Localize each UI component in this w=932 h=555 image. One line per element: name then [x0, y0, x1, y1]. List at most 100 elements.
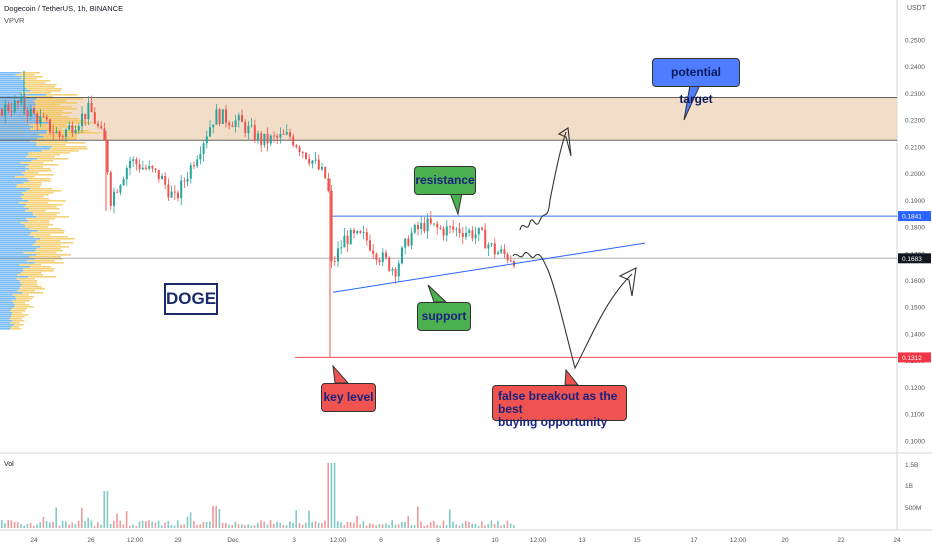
vpvr-bar-up	[0, 216, 37, 218]
vpvr-bar-down	[28, 276, 57, 278]
vpvr-bar-down	[43, 136, 77, 138]
volume-bar	[244, 525, 246, 528]
candle-body	[260, 133, 263, 145]
candle-body	[93, 112, 96, 124]
volume-bar	[365, 525, 368, 528]
volume-label[interactable]: Vol	[4, 461, 14, 468]
vpvr-bar-up	[0, 168, 30, 170]
volume-bar	[314, 521, 317, 528]
vpvr-bar-down	[28, 154, 61, 156]
vpvr-bar-up	[0, 280, 20, 282]
vpvr-bar-down	[20, 196, 44, 198]
volume-bar	[477, 525, 480, 528]
vpvr-bar-down	[36, 254, 71, 256]
resistance-pointer	[449, 192, 463, 216]
vpvr-bar-down	[11, 316, 25, 318]
candle-body	[13, 100, 16, 112]
time-tick-label: 6	[379, 537, 383, 544]
vpvr-bar-up	[0, 282, 21, 284]
vpvr-bar-down	[28, 164, 59, 166]
vpvr-bar-down	[20, 222, 50, 224]
volume-bar	[237, 524, 240, 528]
candle-body	[148, 166, 151, 169]
vpvr-bar-down	[22, 292, 44, 294]
volume-bar	[474, 523, 477, 528]
candle-body	[170, 191, 173, 198]
vpvr-bar-up	[0, 240, 36, 242]
vpvr-bar-down	[10, 328, 22, 330]
vpvr-bar-down	[11, 308, 27, 310]
candle-body	[394, 269, 397, 277]
vpvr-bar-down	[35, 242, 74, 244]
price-tick-label: 0.1000	[905, 438, 925, 445]
candle-body	[420, 222, 423, 230]
candle-body	[362, 232, 365, 233]
vpvr-bar-down	[32, 106, 72, 108]
vpvr-bar-up	[0, 230, 38, 232]
candle-body	[423, 222, 426, 232]
vpvr-bar-up	[0, 256, 30, 258]
time-tick-label: 12:00	[330, 537, 347, 544]
volume-bar	[394, 524, 397, 528]
vpvr-bar-down	[36, 216, 70, 218]
volume-bar	[449, 509, 451, 528]
candle-body	[196, 159, 199, 167]
candle-body	[346, 235, 349, 245]
vpvr-bar-up	[0, 86, 25, 88]
vpvr-bar-down	[37, 230, 65, 232]
candle-body	[132, 159, 135, 161]
volume-bar	[420, 521, 422, 528]
vpvr-bar-down	[22, 198, 49, 200]
vpvr-bar-down	[10, 310, 26, 312]
vpvr-bar-down	[29, 188, 53, 190]
symbol-title[interactable]: Dogecoin / TetherUS, 1h, BINANCE	[4, 4, 124, 13]
volume-bar	[109, 523, 112, 528]
candle-body	[359, 231, 362, 233]
vpvr-bar-up	[0, 76, 22, 78]
vpvr-bar-up	[0, 90, 31, 92]
candle-body	[29, 108, 32, 117]
time-tick-label: 26	[87, 537, 95, 544]
price-badge-label: 0.1683	[902, 256, 922, 263]
candle-body	[81, 113, 83, 127]
volume-bar	[372, 524, 374, 528]
volume-bar	[465, 520, 467, 528]
price-tick-label: 0.2000	[905, 171, 925, 178]
volume-bar	[33, 525, 35, 528]
volume-bar	[234, 521, 237, 528]
candle-body	[202, 143, 205, 154]
vpvr-bar-down	[29, 256, 61, 258]
candle-body	[84, 113, 87, 120]
candle-body	[42, 116, 45, 118]
candle-body	[375, 253, 378, 260]
volume-bar	[340, 522, 342, 528]
vpvr-bar-down	[34, 110, 63, 112]
volume-bar	[209, 521, 211, 528]
candle-body	[119, 185, 122, 193]
volume-bar	[253, 525, 256, 528]
vpvr-bar-down	[23, 182, 42, 184]
volume-bar	[461, 523, 464, 528]
vpvr-bar-down	[21, 284, 38, 286]
vpvr-bar-down	[16, 184, 42, 186]
candle-body	[109, 172, 112, 206]
vpvr-bar-up	[0, 110, 35, 112]
price-badge-label: 0.1312	[902, 355, 922, 362]
vpvr-bar-down	[12, 300, 30, 302]
vpvr-bar-down	[36, 114, 62, 116]
candle-body	[506, 254, 509, 261]
candle-body	[445, 226, 448, 236]
vpvr-bar-down	[29, 168, 51, 170]
vpvr-bar-down	[49, 148, 88, 150]
vpvr-bar-up	[0, 198, 23, 200]
vpvr-bar-down	[19, 202, 49, 204]
vpvr-indicator-label[interactable]: VPVR	[4, 16, 25, 25]
candle-body	[257, 133, 259, 141]
volume-bar	[305, 523, 307, 528]
volume-bar	[468, 521, 470, 528]
candle-body	[36, 113, 39, 124]
candle-body	[151, 166, 154, 169]
volume-bar	[4, 523, 6, 528]
